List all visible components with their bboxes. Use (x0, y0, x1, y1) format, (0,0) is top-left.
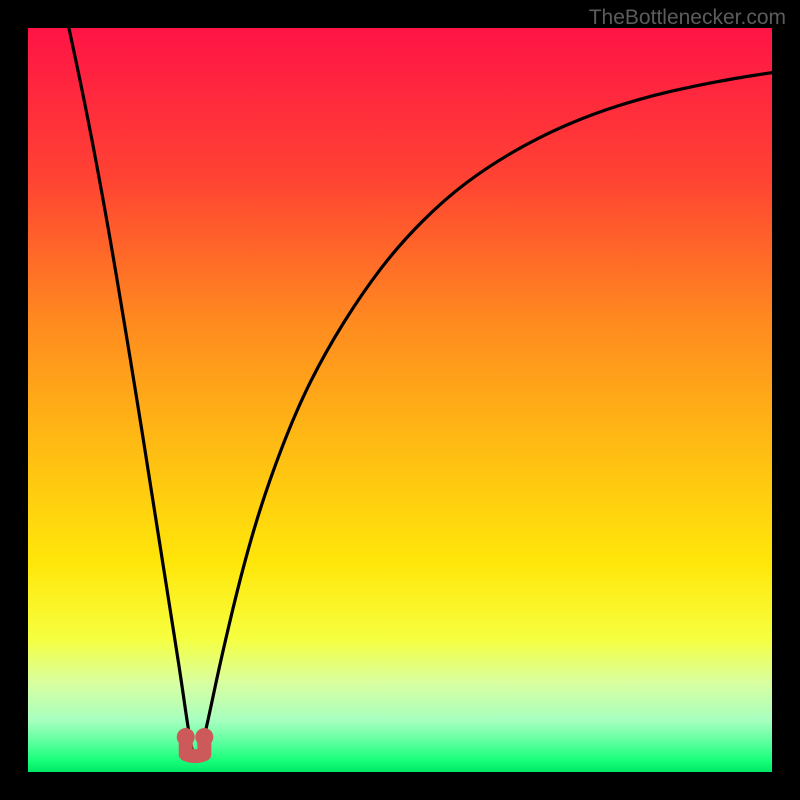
chart-svg (0, 0, 800, 800)
plot-background (28, 28, 772, 772)
marker-dot (195, 728, 213, 746)
watermark-text: TheBottlenecker.com (589, 6, 786, 30)
marker-dot (177, 728, 195, 746)
chart-canvas: TheBottlenecker.com (0, 0, 800, 800)
